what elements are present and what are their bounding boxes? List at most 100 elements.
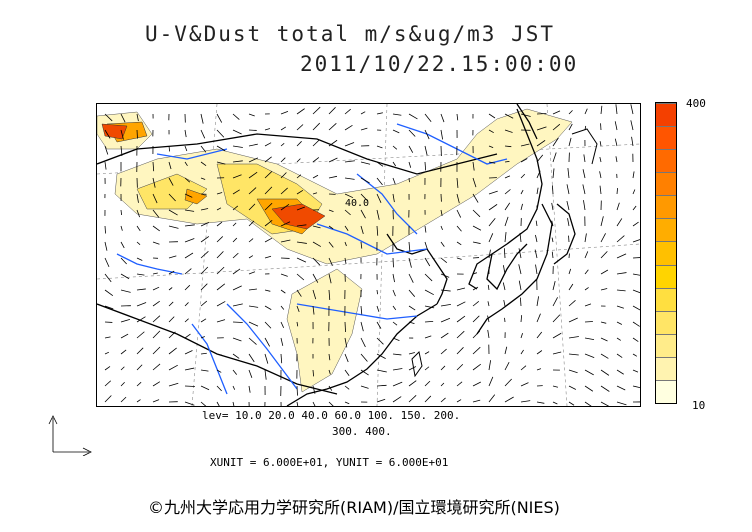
wind-vector	[566, 200, 570, 211]
wind-vector	[248, 238, 254, 243]
wind-vector	[184, 129, 187, 138]
wind-vector	[328, 175, 338, 179]
wind-vector	[424, 241, 428, 250]
wind-vector	[312, 385, 316, 394]
wind-vector	[344, 353, 349, 363]
wind-vector	[360, 241, 363, 249]
wind-vector	[376, 177, 383, 186]
wind-vector	[248, 271, 256, 275]
wind-vector	[248, 113, 255, 117]
wind-vector	[104, 395, 112, 403]
wind-vector	[568, 401, 575, 406]
wind-vector	[120, 241, 125, 249]
wind-vector	[328, 241, 334, 248]
wind-vector	[536, 331, 543, 339]
wind-vector	[184, 268, 192, 275]
wind-vector	[584, 233, 587, 243]
wind-vector	[536, 154, 544, 163]
wind-vector	[632, 205, 637, 211]
wind-vector	[104, 161, 107, 170]
wind-vector	[216, 319, 226, 323]
wind-vector	[264, 202, 273, 211]
wind-vector	[232, 145, 243, 148]
wind-vector	[312, 257, 321, 266]
wind-vector	[616, 289, 626, 292]
wind-vector	[584, 337, 595, 341]
wind-vector	[120, 257, 127, 265]
wind-vector	[120, 396, 127, 403]
wind-vector	[600, 385, 610, 392]
wind-vector	[232, 401, 235, 406]
wind-vector	[264, 237, 273, 243]
wind-vector	[536, 313, 541, 323]
wind-vector	[632, 337, 639, 342]
wind-vector	[248, 203, 256, 211]
wind-vector	[104, 380, 112, 387]
wind-vector	[312, 241, 321, 247]
wind-vector	[424, 380, 431, 387]
wind-vector	[568, 137, 572, 147]
wind-vector	[168, 382, 179, 387]
wind-vector	[280, 142, 285, 147]
wind-vector	[535, 264, 538, 275]
wind-vector	[264, 156, 272, 163]
wind-vector	[392, 145, 398, 150]
wind-vector	[344, 193, 354, 199]
wind-vector	[264, 171, 273, 179]
wind-vector	[360, 225, 364, 234]
wind-vector	[616, 401, 627, 406]
wind-vector	[376, 112, 383, 115]
wind-vector	[296, 257, 307, 263]
wind-vector	[104, 241, 108, 251]
wind-vector	[312, 273, 319, 283]
wind-vector	[232, 321, 243, 323]
wind-vector	[312, 289, 317, 300]
wind-vector	[200, 283, 208, 291]
wind-vector	[551, 251, 554, 259]
wind-vector	[264, 305, 272, 310]
wind-vector	[360, 305, 363, 315]
wind-vector	[264, 255, 272, 259]
wind-vector	[136, 302, 147, 307]
wind-vector	[168, 225, 179, 229]
wind-vector	[216, 161, 226, 165]
wind-vector	[392, 396, 402, 403]
wind-vector	[600, 337, 608, 342]
wind-vector	[376, 384, 387, 387]
wind-vector	[584, 369, 594, 376]
wind-vector	[632, 171, 635, 179]
wind-vector	[232, 189, 240, 195]
wind-vector	[535, 220, 538, 227]
wind-vector	[184, 284, 191, 291]
wind-vector	[200, 145, 207, 153]
wind-vector	[535, 234, 538, 243]
wind-vector	[582, 184, 586, 195]
wind-vector	[456, 225, 462, 232]
wind-vector	[616, 385, 626, 391]
wind-vector	[472, 177, 477, 188]
wind-vector	[392, 321, 398, 326]
wind-vector	[200, 385, 210, 391]
chart-timestamp: 2011/10/22.15:00:00	[300, 52, 579, 76]
wind-vector	[328, 123, 337, 131]
colorbar	[655, 102, 677, 404]
dust-map: 40.0	[96, 103, 641, 407]
wind-vector	[232, 385, 236, 390]
wind-vector	[216, 401, 220, 406]
wind-vector	[248, 337, 257, 345]
colorbar-segment	[656, 356, 676, 380]
wind-vector	[248, 321, 259, 327]
wind-vector	[408, 241, 411, 252]
wind-vector	[536, 187, 539, 195]
rivers	[116, 123, 508, 395]
wind-vector	[200, 352, 207, 355]
wind-vector	[536, 126, 547, 131]
wind-vector	[424, 321, 434, 323]
wind-vector	[600, 369, 610, 376]
wind-vector	[568, 110, 573, 115]
wind-vector	[280, 305, 285, 310]
wind-vector	[344, 369, 350, 377]
wind-vector	[424, 161, 427, 171]
wind-vector	[536, 401, 545, 404]
wind-vector	[536, 140, 546, 147]
